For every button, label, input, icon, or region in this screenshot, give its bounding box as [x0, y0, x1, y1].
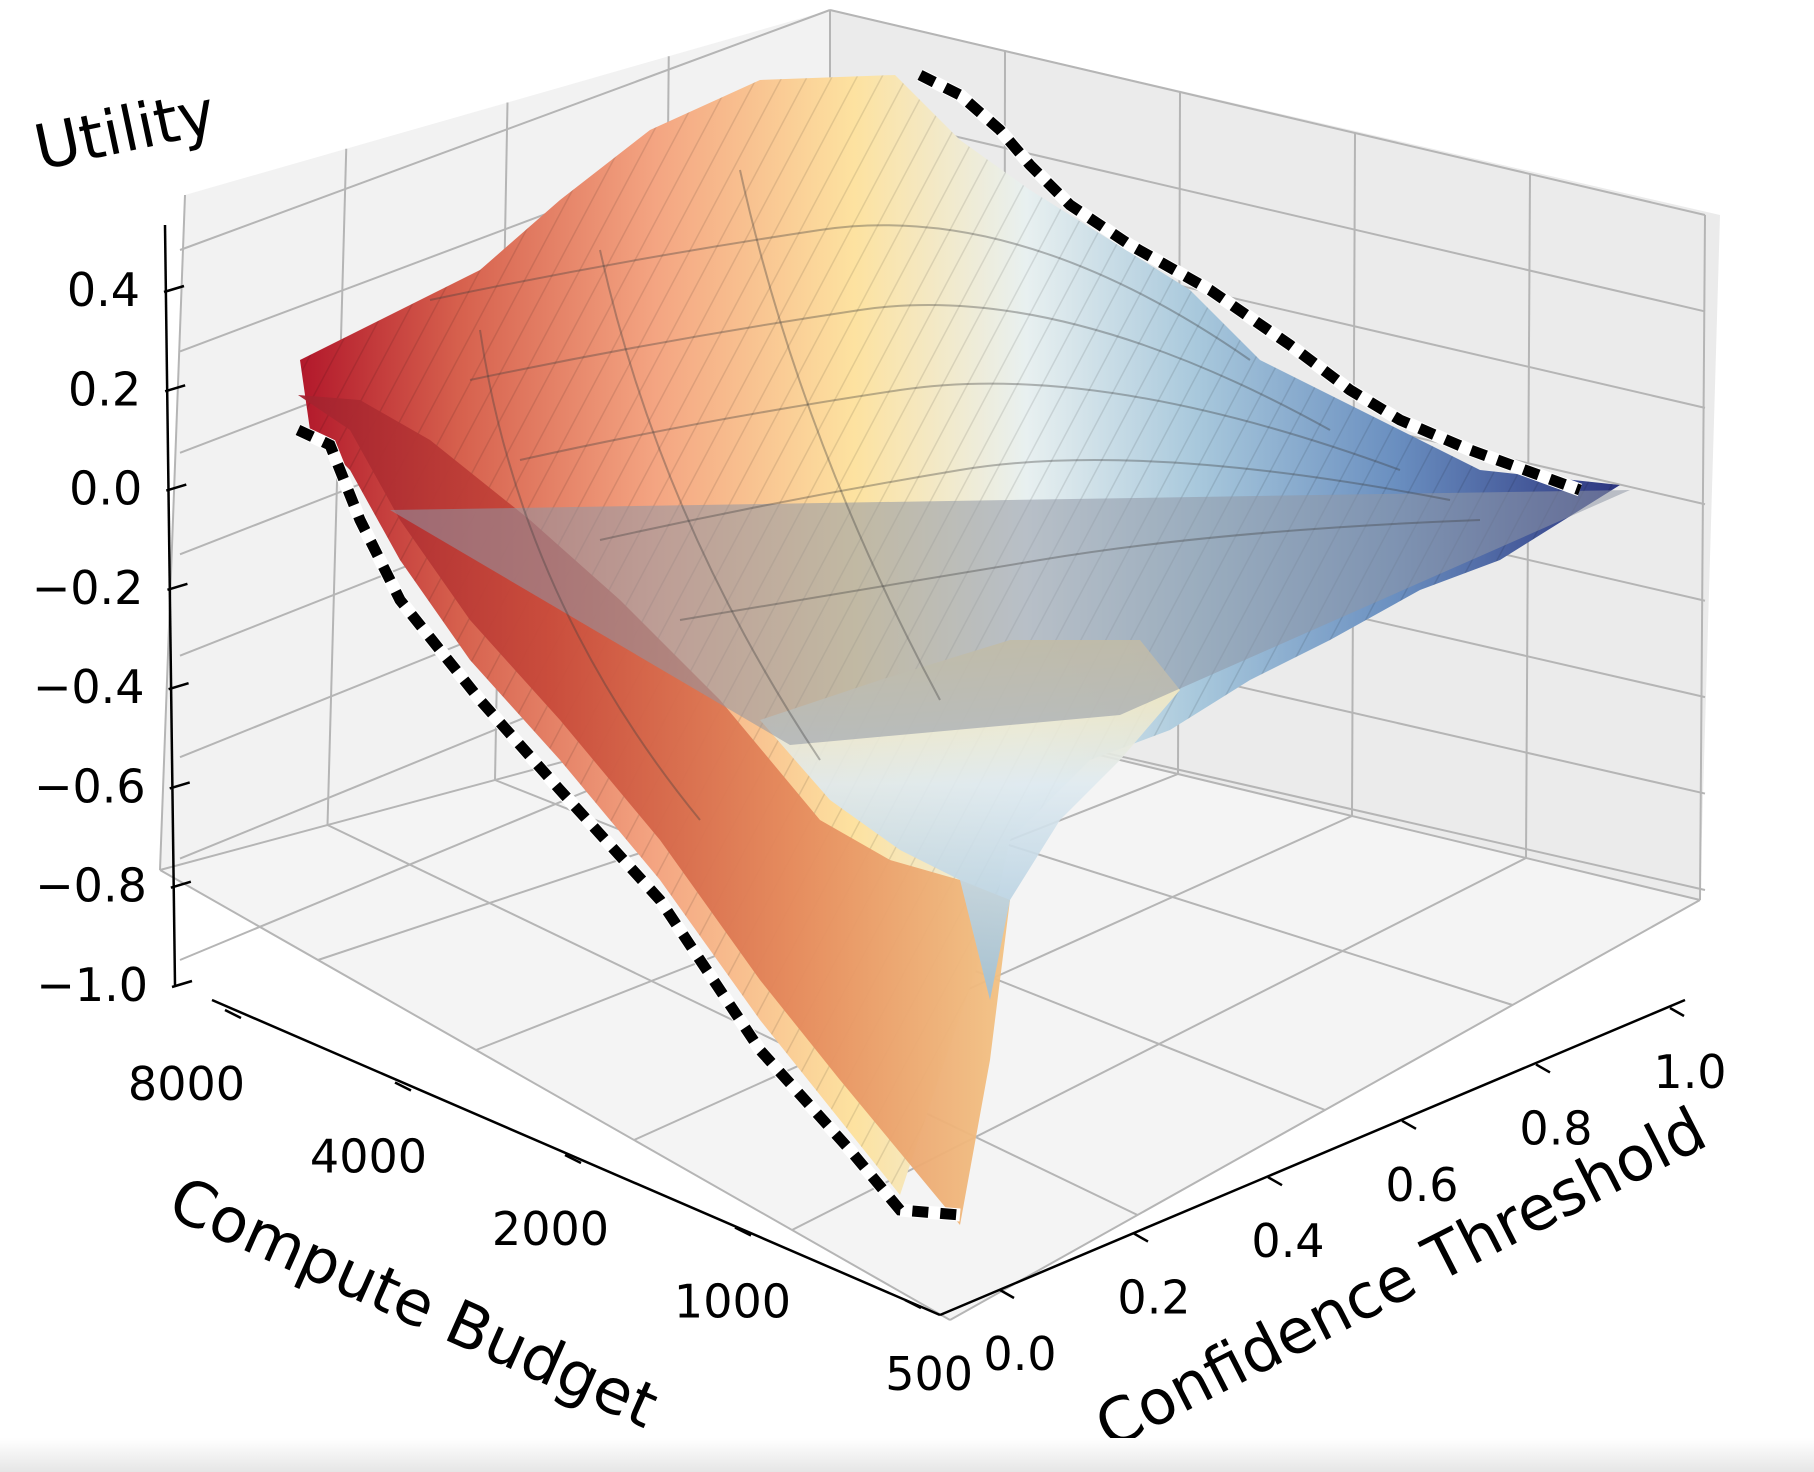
frontier-edge-high-threshold-dash [917, 70, 1582, 496]
z-tick-label: −0.2 [32, 561, 144, 615]
x-tick-mark [1267, 1176, 1283, 1187]
z-tick-mark [163, 284, 185, 294]
z-tick-label: 0.0 [69, 462, 142, 516]
y-tick-label: 500 [885, 1347, 973, 1401]
surface-front-face [298, 395, 1010, 1225]
y-tick-mark [224, 1008, 242, 1020]
z-tick-mark [165, 483, 187, 492]
zero-reference-plane [390, 490, 1630, 745]
x-tick-label: 0.8 [1519, 1101, 1592, 1155]
y-tick-mark [394, 1081, 412, 1092]
x-axis-line [939, 998, 1686, 1317]
z-tick-mark [168, 681, 189, 691]
z-tick-label: −0.6 [34, 759, 146, 813]
bottom-fade-strip [0, 1438, 1814, 1472]
x-tick-label: 0.2 [1117, 1271, 1190, 1325]
grid-line [829, 106, 1706, 313]
z-axis-line [163, 224, 177, 986]
y-tick-mark [904, 1298, 922, 1310]
frontier-edge-low-budget-dash [295, 425, 961, 1221]
grid-line [179, 9, 831, 251]
z-tick-mark [169, 781, 191, 790]
y-tick-label: 4000 [310, 1130, 427, 1184]
z-tick-label: −0.8 [35, 859, 147, 913]
z-tick-label: −1.0 [36, 958, 148, 1012]
z-axis-ticks: 0.4 0.2 0.0 −0.2 −0.4 −0.6 −0.8 −1.0 [32, 263, 193, 1012]
x-tick-label: 0.6 [1385, 1158, 1458, 1212]
x-tick-mark [1401, 1119, 1417, 1130]
y-axis-line [211, 998, 941, 1317]
z-axis-title: Utility [28, 75, 222, 184]
y-tick-mark [564, 1153, 582, 1165]
x-tick-label: 0.4 [1251, 1214, 1324, 1268]
grid-line [159, 869, 951, 1321]
x-tick-mark [1535, 1063, 1551, 1074]
z-tick-mark [167, 582, 188, 592]
z-tick-mark [171, 979, 193, 989]
x-axis-ticks: 0.0 0.2 0.4 0.6 0.8 1.0 [983, 1006, 1727, 1381]
grid-line [829, 9, 1706, 216]
utility-surface [298, 75, 1630, 1225]
surface-contour-lines [429, 169, 1481, 821]
x-tick-mark [1133, 1232, 1149, 1243]
y-tick-mark [734, 1226, 752, 1237]
frontier-edges [295, 69, 1583, 1222]
y-axis-ticks: 8000 4000 2000 1000 500 [128, 1008, 973, 1401]
z-tick-label: 0.2 [68, 362, 141, 416]
z-tick-label: −0.4 [33, 660, 145, 714]
x-tick-label: 0.0 [983, 1327, 1056, 1381]
x-tick-mark [1669, 1006, 1685, 1018]
y-tick-label: 2000 [492, 1202, 609, 1256]
z-tick-label: 0.4 [67, 263, 140, 317]
x-tick-label: 1.0 [1653, 1045, 1726, 1099]
z-tick-mark [170, 880, 192, 889]
axis-lines [163, 224, 1686, 1317]
x-tick-mark [999, 1288, 1015, 1300]
z-tick-mark [164, 384, 186, 393]
grid-line [1699, 214, 1706, 901]
grid-line [159, 194, 186, 871]
grid-line [326, 148, 348, 826]
y-tick-label: 8000 [128, 1057, 245, 1111]
y-tick-label: 1000 [674, 1275, 791, 1329]
